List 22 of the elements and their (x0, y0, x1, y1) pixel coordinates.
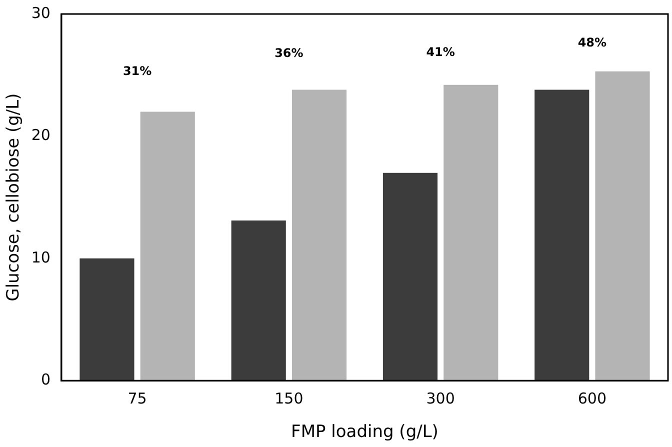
y-tick-label: 10 (31, 248, 50, 266)
x-tick-label: 75 (128, 389, 147, 408)
y-axis-title: Glucose, cellobiose (g/L) (4, 93, 24, 302)
bar (140, 112, 195, 381)
x-tick-label: 150 (274, 389, 304, 408)
annotation: 31% (122, 64, 152, 78)
bar (534, 90, 590, 381)
y-tick-label: 20 (31, 126, 50, 144)
bar (444, 84, 498, 381)
x-tick-label: 300 (426, 389, 455, 408)
bar (595, 71, 650, 381)
x-tick-label: 600 (578, 389, 607, 408)
annotation: 36% (274, 46, 304, 60)
bar (80, 258, 134, 381)
y-tick-label: 30 (31, 4, 50, 22)
x-axis-title: FMP loading (g/L) (291, 422, 438, 442)
bar (382, 172, 438, 381)
bar (292, 90, 347, 381)
bar (231, 220, 286, 381)
y-tick-label: 0 (40, 370, 50, 388)
annotation: 41% (426, 45, 455, 59)
annotation: 48% (578, 36, 607, 50)
